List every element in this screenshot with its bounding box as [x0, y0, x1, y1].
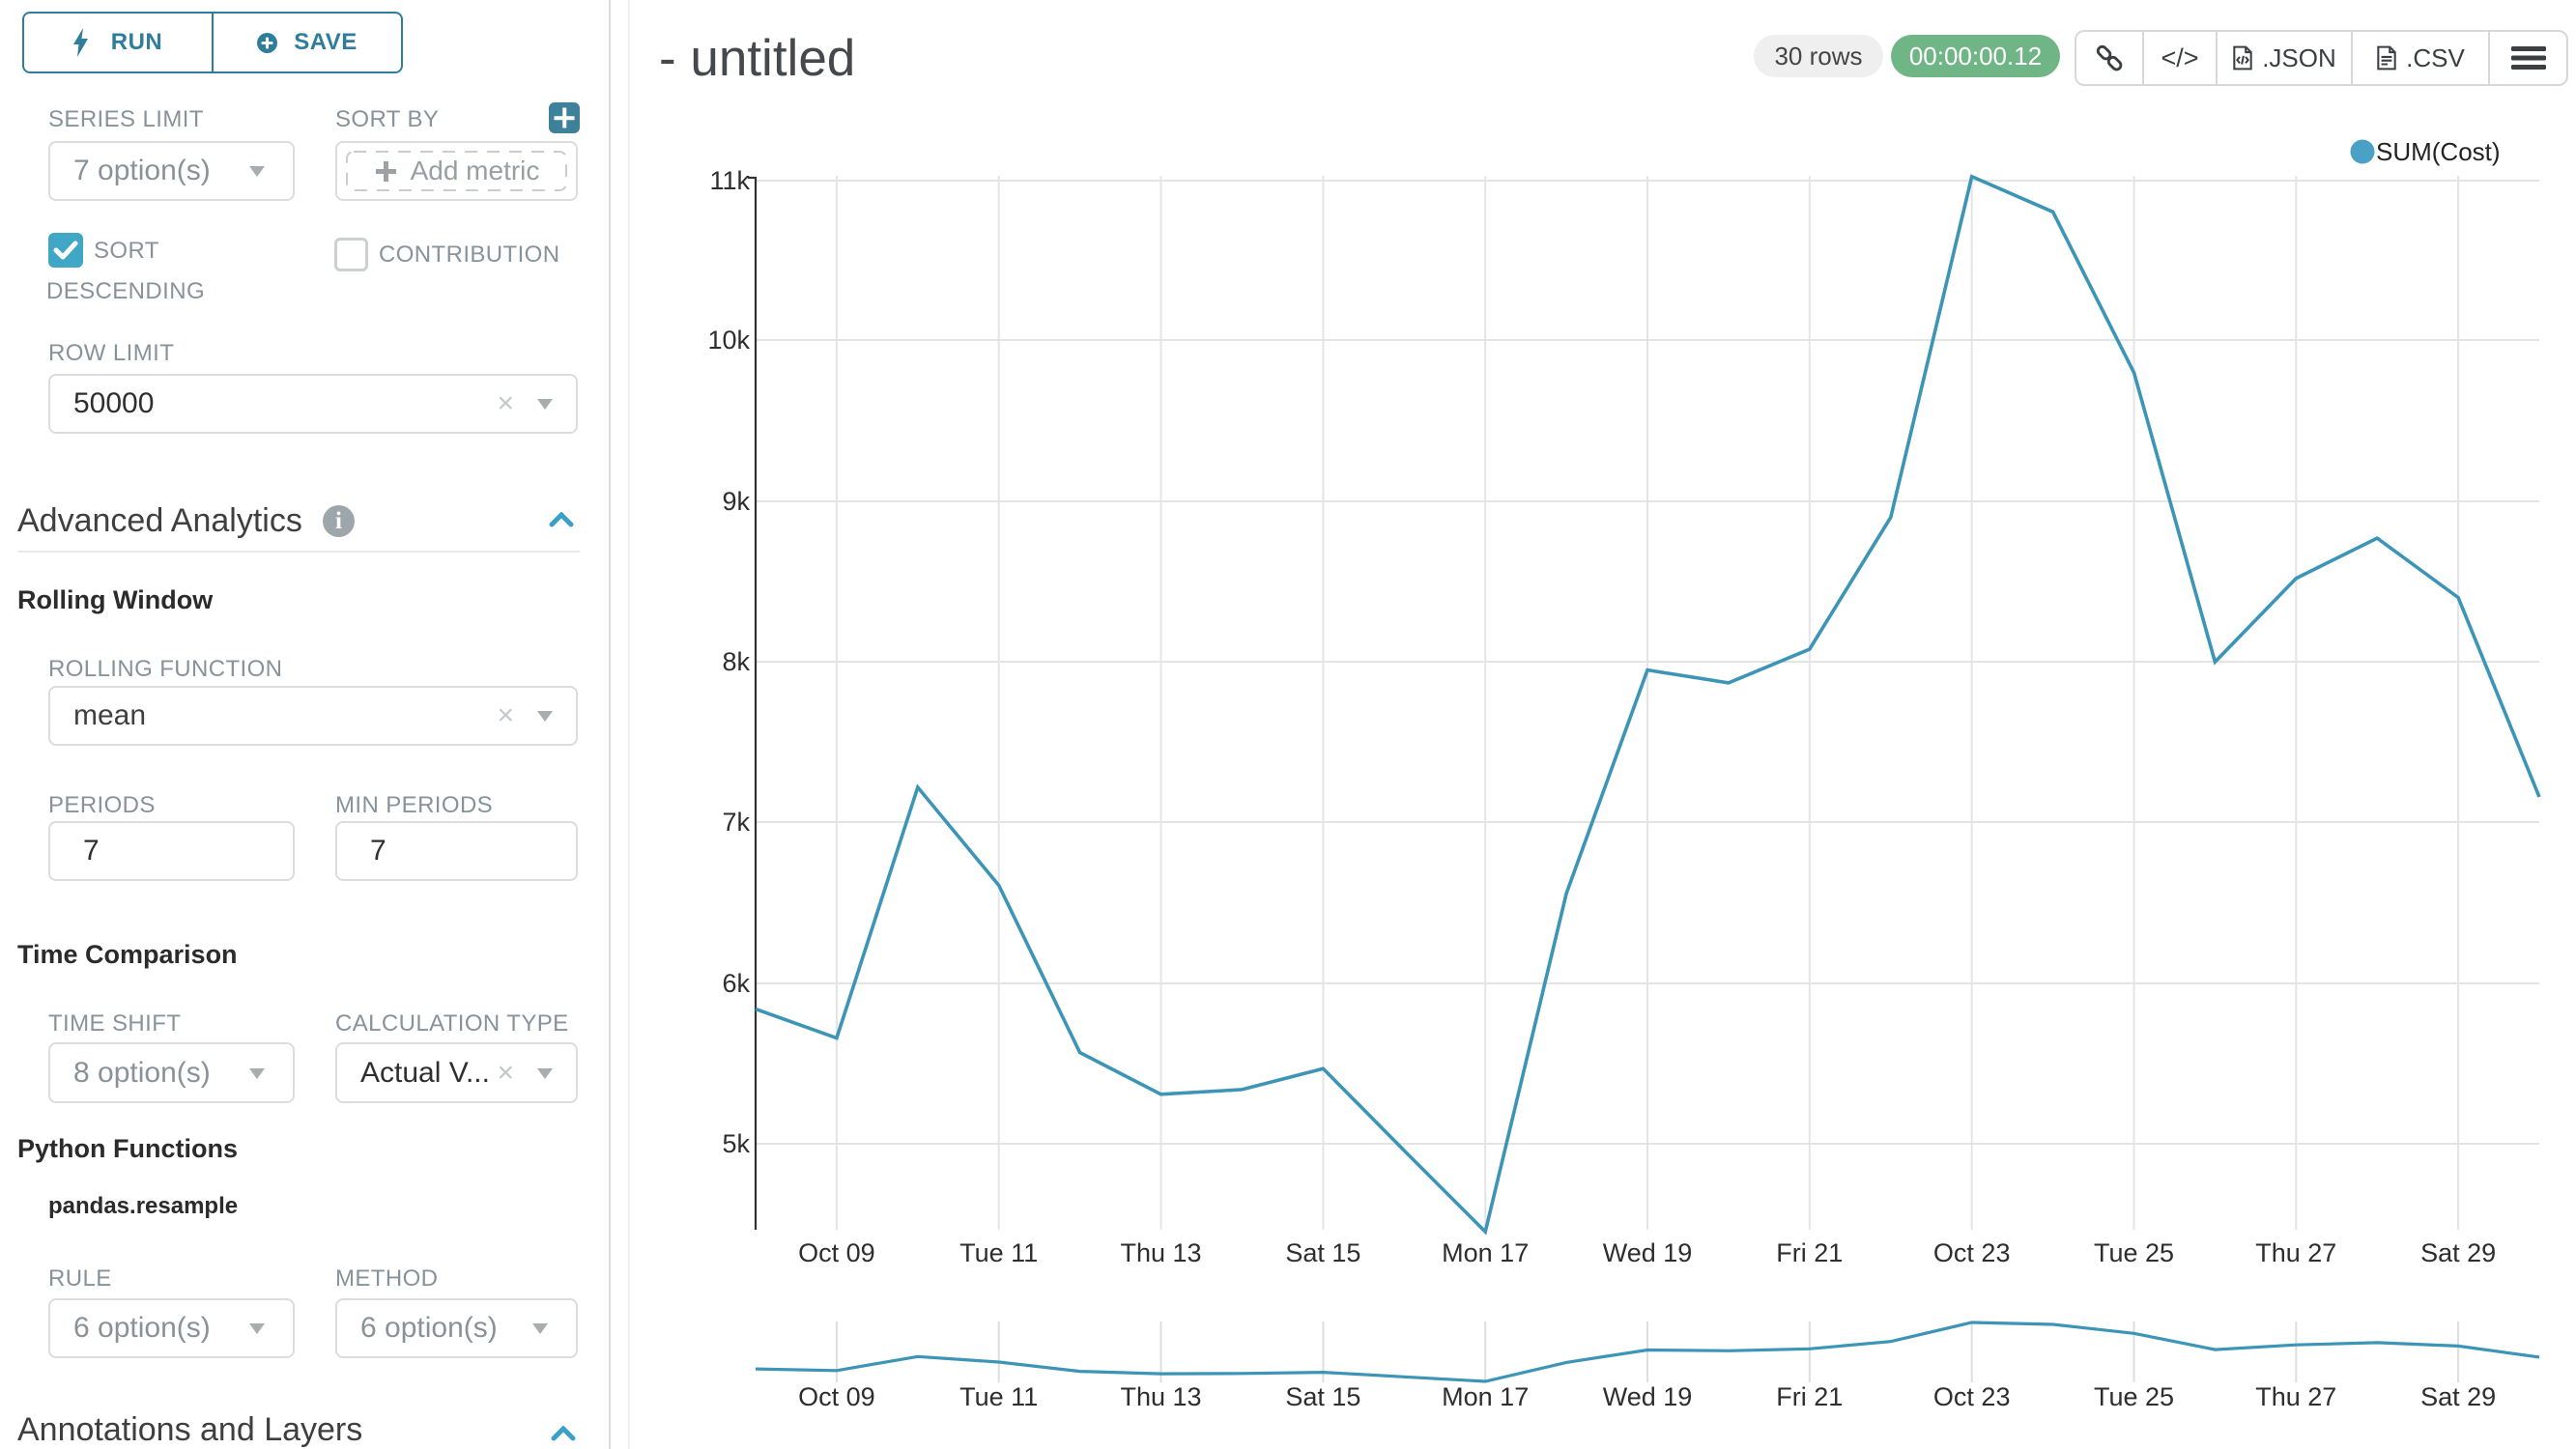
- svg-text:11k: 11k: [709, 166, 750, 195]
- svg-text:Tue 11: Tue 11: [959, 1382, 1038, 1411]
- svg-text:Thu 13: Thu 13: [1120, 1382, 1201, 1411]
- svg-text:5k: 5k: [722, 1129, 750, 1158]
- svg-text:Oct 09: Oct 09: [798, 1382, 875, 1411]
- svg-text:Fri 21: Fri 21: [1776, 1238, 1843, 1267]
- svg-text:Sat 15: Sat 15: [1285, 1238, 1360, 1267]
- svg-text:Oct 23: Oct 23: [1933, 1238, 2011, 1267]
- svg-text:Thu 27: Thu 27: [2255, 1382, 2336, 1411]
- svg-text:SUM(Cost): SUM(Cost): [2376, 137, 2501, 166]
- svg-text:Wed 19: Wed 19: [1603, 1382, 1693, 1411]
- svg-text:7k: 7k: [722, 808, 750, 837]
- svg-text:Oct 09: Oct 09: [798, 1238, 875, 1267]
- svg-text:10k: 10k: [707, 326, 750, 355]
- svg-text:Sat 29: Sat 29: [2420, 1238, 2496, 1267]
- svg-text:6k: 6k: [722, 969, 750, 998]
- svg-text:8k: 8k: [722, 647, 750, 676]
- svg-text:Tue 25: Tue 25: [2094, 1238, 2174, 1267]
- svg-text:Thu 27: Thu 27: [2255, 1238, 2336, 1267]
- svg-text:Oct 23: Oct 23: [1933, 1382, 2011, 1411]
- svg-text:Sat 29: Sat 29: [2420, 1382, 2496, 1411]
- svg-text:Tue 25: Tue 25: [2094, 1382, 2174, 1411]
- svg-text:Sat 15: Sat 15: [1285, 1382, 1360, 1411]
- svg-text:Tue 11: Tue 11: [959, 1238, 1038, 1267]
- svg-text:Wed 19: Wed 19: [1603, 1238, 1693, 1267]
- svg-text:Mon 17: Mon 17: [1442, 1238, 1529, 1267]
- svg-text:Mon 17: Mon 17: [1442, 1382, 1529, 1411]
- svg-text:Fri 21: Fri 21: [1776, 1382, 1843, 1411]
- svg-text:9k: 9k: [722, 487, 750, 516]
- svg-text:Thu 13: Thu 13: [1120, 1238, 1201, 1267]
